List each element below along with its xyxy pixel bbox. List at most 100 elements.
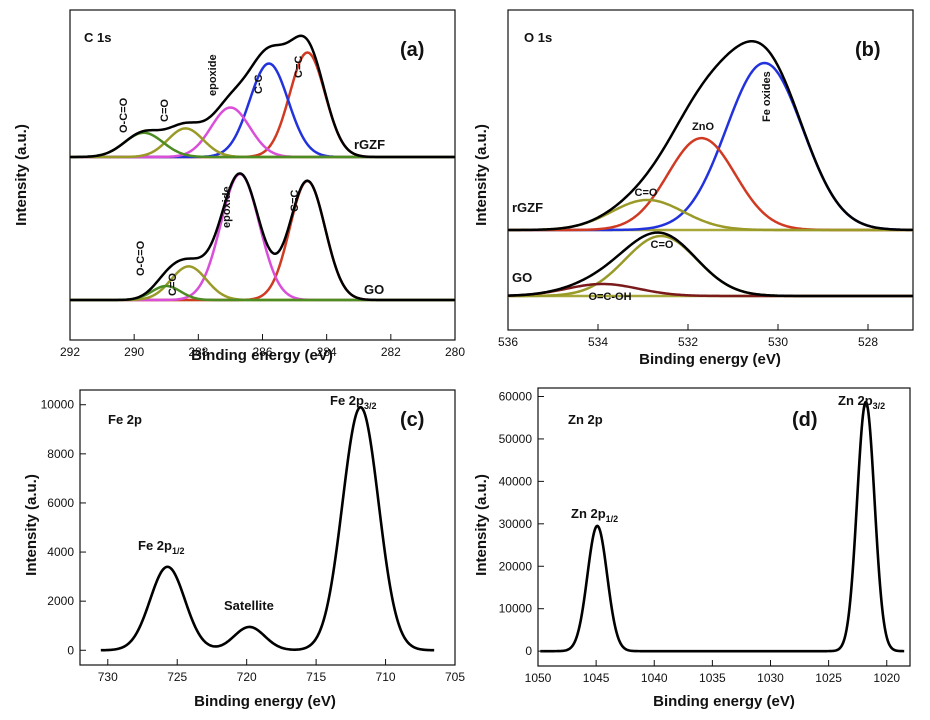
panel-c-curves bbox=[100, 405, 435, 652]
panel-b-sample-go: GO bbox=[512, 270, 532, 285]
panel-c-x-tick-label: 730 bbox=[98, 670, 118, 684]
panel-d-y-tick-label: 0 bbox=[525, 644, 532, 658]
panel-a-label-rgzf-cc: C-C bbox=[253, 74, 265, 94]
panel-b-label-fe-oxides: Fe oxides bbox=[761, 71, 773, 122]
panel-c-label-satellite: Satellite bbox=[224, 598, 274, 613]
panel-a-label-go-ocoo: O-C=O bbox=[135, 240, 147, 276]
panel-b-peak-rgzf-zno bbox=[508, 136, 913, 232]
panel-b-frame bbox=[507, 9, 914, 331]
panel-a-sample-rgzf: rGZF bbox=[354, 137, 385, 152]
panel-d-x-tick-label: 1040 bbox=[641, 671, 668, 685]
panel-b-x-tick-label: 532 bbox=[678, 335, 698, 349]
panel-d-x-tick-label: 1020 bbox=[873, 671, 900, 685]
panel-b-label-ocooh: O=C-OH bbox=[588, 291, 631, 303]
panel-a-frame bbox=[69, 9, 456, 341]
panel-a-x-tick-label: 286 bbox=[252, 345, 272, 359]
panel-d-y-ticks: 0 10000 20000 30000 40000 50000 60000 bbox=[499, 389, 544, 658]
panel-d-x-ticks: 1050 1045 1040 1035 1030 1025 1020 bbox=[525, 660, 900, 685]
panel-a-envelope-rgzf bbox=[70, 34, 455, 159]
panel-c-y-tick-label: 8000 bbox=[47, 447, 74, 461]
panel-b-curves bbox=[507, 40, 914, 298]
panel-d-y-tick-label: 30000 bbox=[499, 517, 533, 531]
panel-b-sample-rgzf: rGZF bbox=[512, 200, 543, 215]
panel-c-ylabel: Intensity (a.u.) bbox=[23, 474, 40, 576]
panel-d-xlabel: Binding energy (eV) bbox=[653, 693, 795, 710]
panel-a-label-go-cdc: C=C bbox=[289, 190, 301, 212]
panel-c-y-tick-label: 4000 bbox=[47, 545, 74, 559]
panel-b-x-tick-label: 534 bbox=[588, 335, 608, 349]
panel-b-envelope-rgzf bbox=[508, 40, 914, 232]
panel-a-peak-go-o-c-o bbox=[70, 284, 455, 302]
panel-d-frame bbox=[537, 387, 911, 667]
panel-c-fe2p: 730 725 720 715 710 705 0 2000 4000 6000 8000 1000… bbox=[23, 389, 465, 710]
panel-c-frame bbox=[79, 389, 456, 666]
panel-a-sample-go: GO bbox=[364, 282, 384, 297]
panel-d-element-label: Zn 2p bbox=[568, 412, 603, 427]
panel-a-label-go-epoxide: epoxide bbox=[221, 186, 233, 228]
panel-a-element-label: C 1s bbox=[84, 30, 111, 45]
panel-c-y-tick-label: 0 bbox=[67, 643, 74, 657]
panel-b-o1s: 536 534 532 530 528 O 1s (b) rGZF GO Fe oxid… bbox=[473, 9, 914, 368]
panel-b-x-tick-label: 528 bbox=[858, 335, 878, 349]
panel-c-x-tick-label: 725 bbox=[167, 670, 187, 684]
panel-b-element-label: O 1s bbox=[524, 30, 552, 45]
panel-d-zn2p: 1050 1045 1040 1035 1030 1025 1020 0 10000 20000… bbox=[473, 387, 911, 710]
panel-c-label-fe2p12: Fe 2p1/2 bbox=[138, 538, 184, 556]
panel-a-label-rgzf-co: C=O bbox=[159, 99, 171, 122]
panel-a-label-go-co: C=O bbox=[167, 273, 179, 296]
panel-a-x-ticks: 292 290 288 286 284 282 280 bbox=[60, 334, 465, 359]
panel-b-peak-rgzf-c-o bbox=[508, 198, 913, 232]
panel-b-ylabel: Intensity (a.u.) bbox=[473, 124, 490, 226]
panel-c-y-tick-label: 10000 bbox=[41, 398, 75, 412]
panel-c-spectrum-line bbox=[100, 405, 435, 652]
panel-d-x-tick-label: 1050 bbox=[525, 671, 552, 685]
panel-a-xlabel: Binding energy (eV) bbox=[191, 347, 333, 364]
panel-c-x-tick-label: 705 bbox=[445, 670, 465, 684]
panel-c-y-ticks: 0 2000 4000 6000 8000 10000 bbox=[41, 398, 86, 657]
panel-a-label-rgzf-cdc: C=C bbox=[293, 56, 305, 78]
panel-c-xlabel: Binding energy (eV) bbox=[194, 693, 336, 710]
panel-b-x-tick-label: 536 bbox=[498, 335, 518, 349]
panel-a-x-tick-label: 288 bbox=[188, 345, 208, 359]
panel-c-y-tick-label: 6000 bbox=[47, 496, 74, 510]
panel-a-c1s: 292 290 288 286 284 282 280 C 1s (a) rGZF GO O… bbox=[13, 9, 465, 364]
panel-a-curves bbox=[70, 34, 455, 302]
panel-d-letter: (d) bbox=[792, 409, 818, 431]
panel-a-peak-go-epoxide bbox=[70, 172, 455, 302]
panel-c-label-fe2p32: Fe 2p3/2 bbox=[330, 393, 376, 411]
panel-d-y-tick-label: 10000 bbox=[499, 602, 533, 616]
panel-d-y-tick-label: 40000 bbox=[499, 474, 533, 488]
panel-c-x-tick-label: 710 bbox=[376, 670, 396, 684]
panel-a-x-tick-label: 292 bbox=[60, 345, 80, 359]
panel-b-envelope-go bbox=[507, 231, 913, 298]
panel-d-curves bbox=[540, 400, 905, 653]
panel-a-letter: (a) bbox=[400, 39, 424, 61]
panel-d-x-tick-label: 1045 bbox=[583, 671, 610, 685]
panel-a-ylabel: Intensity (a.u.) bbox=[13, 124, 30, 226]
panel-d-y-tick-label: 50000 bbox=[499, 432, 533, 446]
panel-a-label-rgzf-ocoo: O-C=O bbox=[118, 97, 130, 133]
panel-c-y-tick-label: 2000 bbox=[47, 594, 74, 608]
panel-a-x-tick-label: 284 bbox=[317, 345, 337, 359]
panel-a-x-tick-label: 282 bbox=[381, 345, 401, 359]
panel-b-xlabel: Binding energy (eV) bbox=[639, 351, 781, 368]
panel-b-label-rgzf-co: C=O bbox=[635, 187, 658, 199]
panel-d-label-zn2p12: Zn 2p1/2 bbox=[571, 506, 618, 524]
panel-d-y-tick-label: 60000 bbox=[499, 389, 533, 403]
panel-c-element-label: Fe 2p bbox=[108, 412, 142, 427]
panel-d-ylabel: Intensity (a.u.) bbox=[473, 474, 490, 576]
panel-b-letter: (b) bbox=[855, 39, 881, 61]
panel-d-x-tick-label: 1025 bbox=[815, 671, 842, 685]
panel-a-label-rgzf-epoxide: epoxide bbox=[207, 54, 219, 96]
panel-d-y-tick-label: 20000 bbox=[499, 559, 533, 573]
panel-a-x-tick-label: 290 bbox=[124, 345, 144, 359]
panel-d-x-tick-label: 1035 bbox=[699, 671, 726, 685]
panel-b-peak-rgzf-fe-oxides bbox=[508, 61, 914, 232]
panel-d-label-zn2p32: Zn 2p3/2 bbox=[838, 393, 885, 411]
panel-d-x-tick-label: 1030 bbox=[757, 671, 784, 685]
panel-a-envelope-go bbox=[70, 172, 455, 302]
panel-c-x-tick-label: 715 bbox=[306, 670, 326, 684]
panel-c-letter: (c) bbox=[400, 409, 424, 431]
panel-b-label-go-co: C=O bbox=[651, 239, 674, 251]
